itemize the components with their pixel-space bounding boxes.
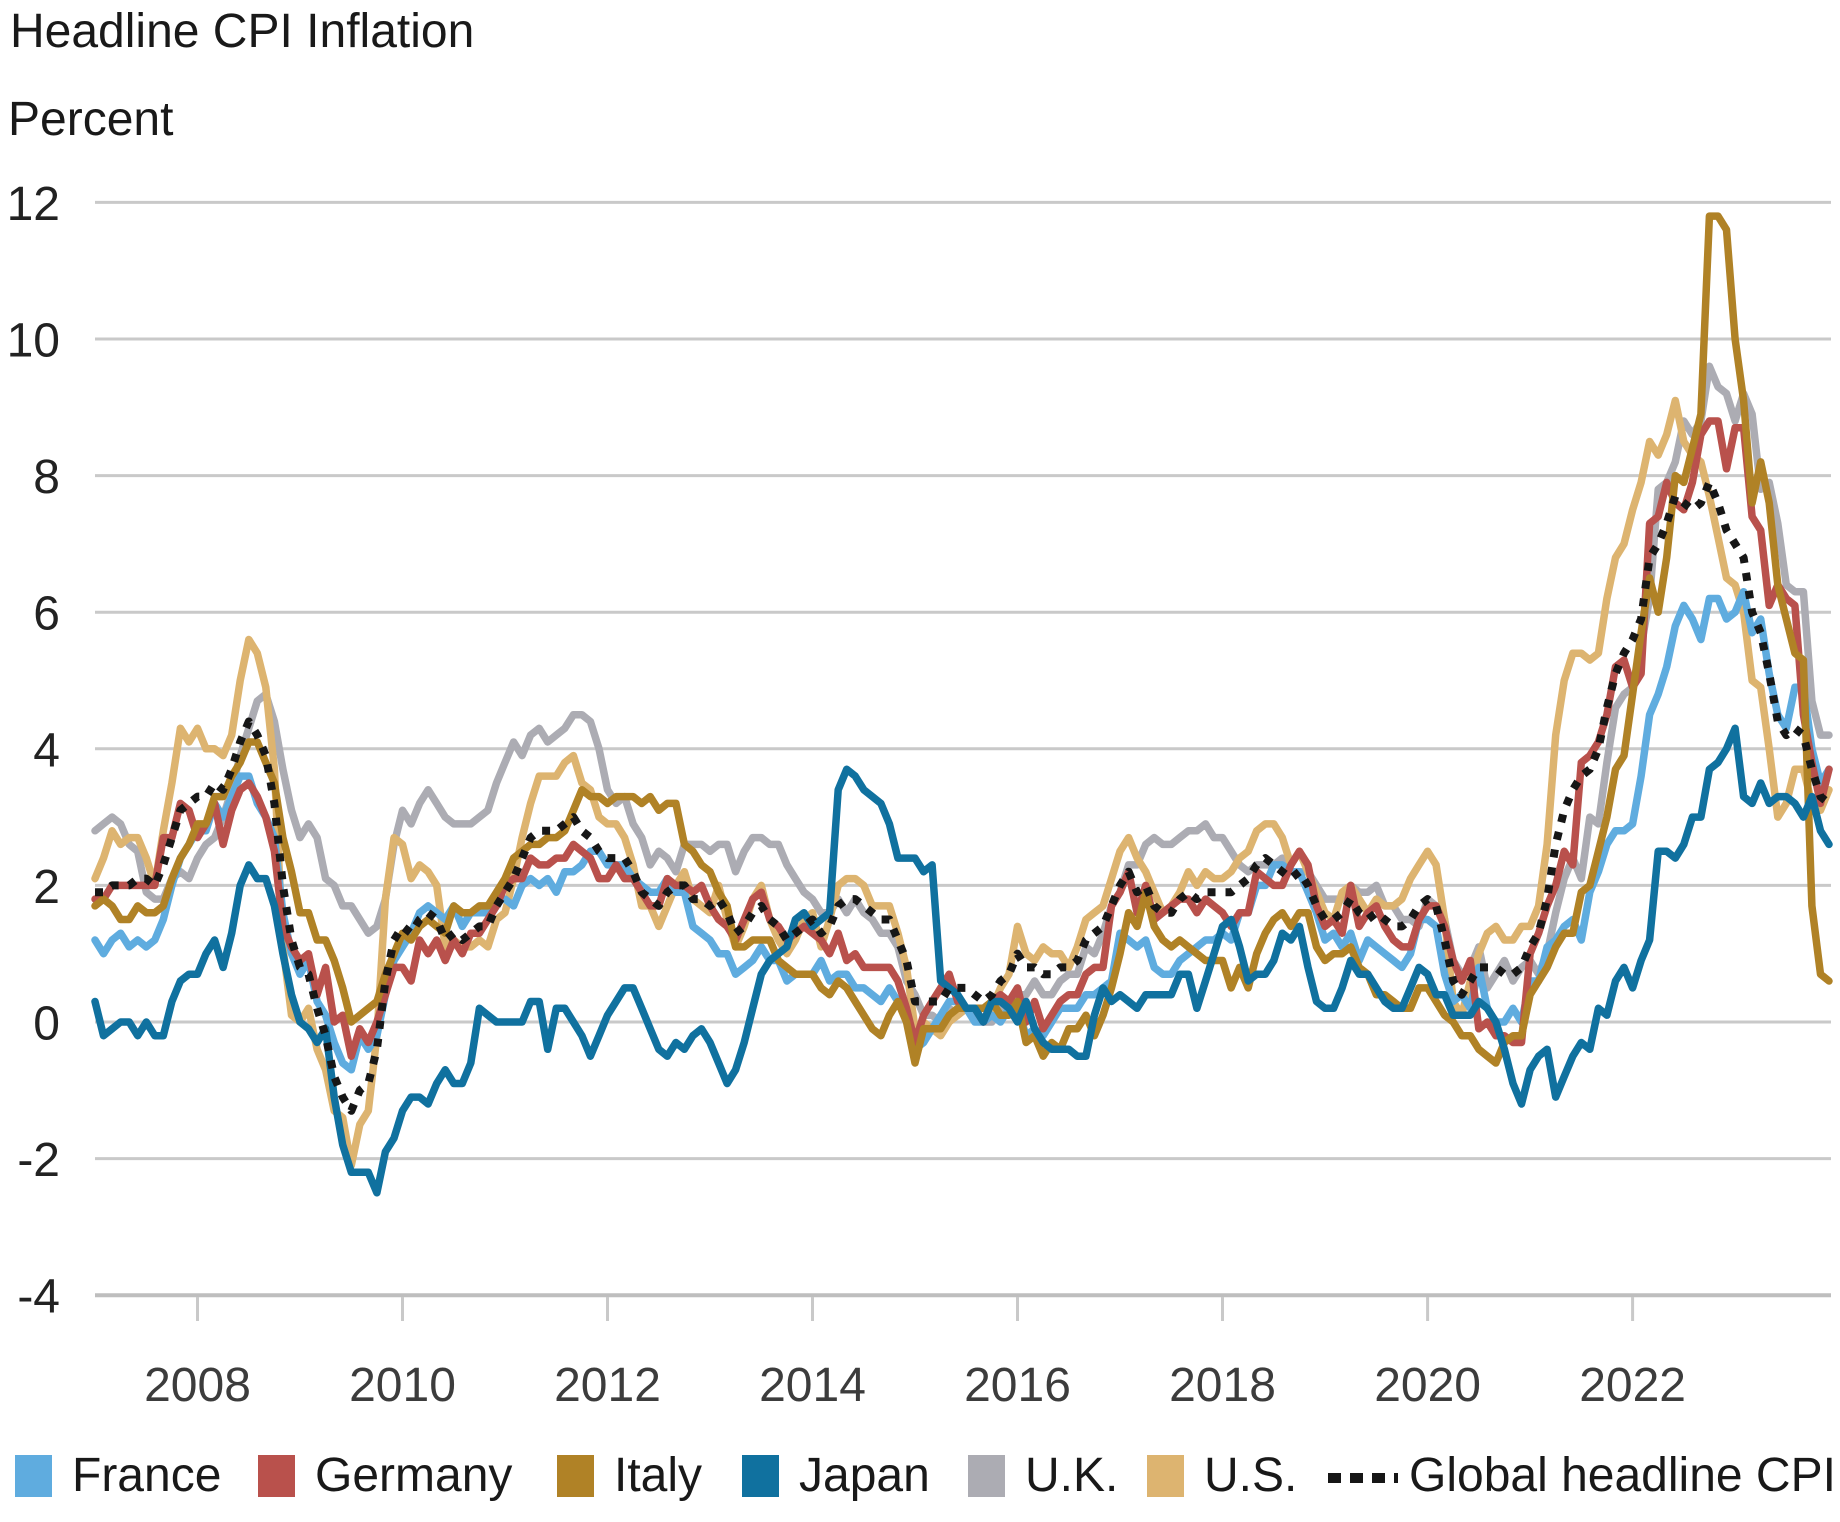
legend-label-u-k: U.K.: [1025, 1449, 1119, 1502]
x-axis-label-2022: 2022: [1579, 1359, 1686, 1412]
y-axis-label--2: -2: [17, 1134, 60, 1187]
legend-swatch-u-s: [1147, 1455, 1184, 1498]
x-axis-label-2012: 2012: [554, 1359, 661, 1412]
series-line-germany: [91, 417, 1833, 1060]
x-axis-label-2010: 2010: [349, 1359, 456, 1412]
y-axis-label--4: -4: [17, 1271, 60, 1324]
legend-label-global-headline-cpi: Global headline CPI: [1409, 1449, 1836, 1502]
x-axis-label-2020: 2020: [1374, 1359, 1481, 1412]
legend-label-germany: Germany: [315, 1449, 513, 1502]
legend-label-japan: Japan: [799, 1449, 930, 1502]
legend-item-italy: Italy: [557, 1449, 703, 1503]
y-axis-unit-label: Percent: [8, 93, 174, 146]
legend-item-germany: Germany: [258, 1449, 513, 1503]
y-axis-label-10: 10: [7, 315, 60, 368]
y-axis-label-6: 6: [33, 588, 60, 641]
legend-label-u-s: U.S.: [1204, 1449, 1298, 1502]
legend: France Germany Italy Japan U.K. U.S. Global he…: [0, 1449, 1840, 1514]
legend-swatch-france: [15, 1455, 52, 1498]
y-axis-label-4: 4: [33, 724, 60, 777]
y-axis-label-12: 12: [7, 178, 60, 231]
x-axis-label-2016: 2016: [964, 1359, 1071, 1412]
y-axis-label-2: 2: [33, 861, 60, 914]
x-axis-labels: 2008 2010 2012 2014 2016 2018 2020 2022: [144, 1359, 1686, 1412]
x-axis-label-2014: 2014: [759, 1359, 866, 1412]
x-axis-label-2008: 2008: [144, 1359, 251, 1412]
legend-swatch-italy: [557, 1455, 594, 1498]
y-axis-label-0: 0: [33, 998, 60, 1051]
legend-label-italy: Italy: [614, 1449, 703, 1502]
series-line-japan: [91, 724, 1833, 1197]
x-axis-label-2018: 2018: [1169, 1359, 1276, 1412]
y-axis-labels: 12 10 8 6 4 2 0 -2 -4: [7, 178, 60, 1324]
legend-item-u-k: U.K.: [968, 1449, 1119, 1503]
legend-swatch-germany: [258, 1455, 295, 1498]
legend-label-france: France: [72, 1449, 222, 1502]
y-axis-label-8: 8: [33, 451, 60, 504]
series-line-global-headline-cpi: [95, 478, 1832, 1115]
legend-item-france: France: [15, 1449, 222, 1503]
legend-item-u-s: U.S.: [1147, 1449, 1298, 1503]
chart-title: Headline CPI Inflation: [10, 5, 475, 58]
legend-swatch-u-k: [968, 1455, 1005, 1498]
series-lines: [91, 212, 1833, 1197]
series-line-italy: [91, 212, 1833, 1067]
legend-swatch-japan: [742, 1455, 779, 1498]
legend-item-japan: Japan: [742, 1449, 930, 1503]
legend-item-global-headline-cpi: Global headline CPI: [1327, 1449, 1836, 1503]
x-axis-ticks: [196, 1297, 1635, 1321]
dashed-line-sample: [1328, 1473, 1398, 1484]
